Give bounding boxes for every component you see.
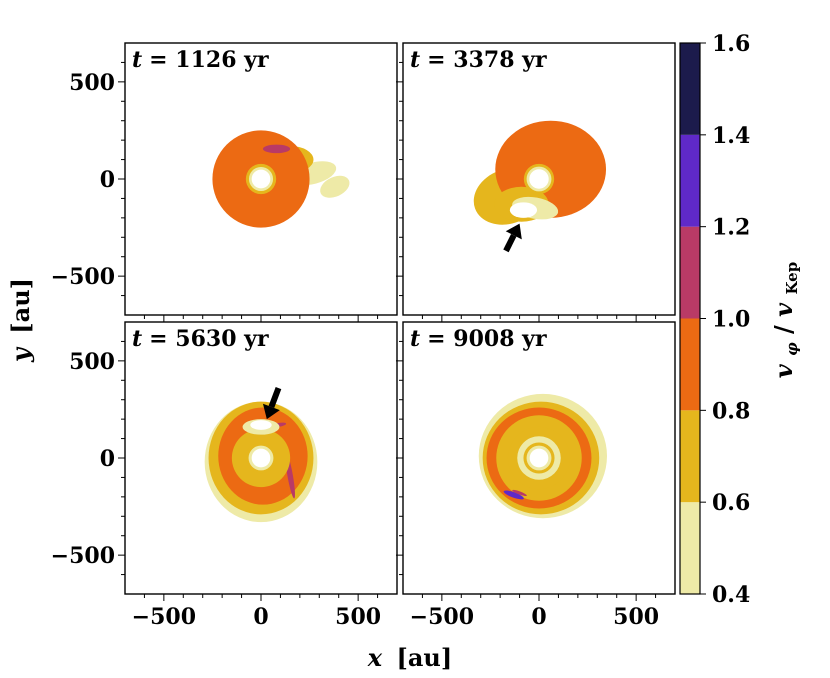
contour-white-4 [509, 202, 538, 218]
x-tick-label: 500 [335, 604, 381, 630]
panel-t3378: t = 3378 yr [396, 42, 676, 322]
panel-t5630: −500 0 500 −500 0 500 t = 5630 yr [51, 321, 398, 630]
contour-layer [473, 120, 607, 225]
colorbar-segment-3 [680, 226, 700, 319]
contour-white-10 [251, 448, 271, 468]
y-axis-label-unit: [au] [6, 278, 35, 334]
y-tick-label: 500 [69, 70, 115, 96]
colorbar-label-slash: / [769, 325, 798, 334]
colorbar-label: v φ / v Kep [769, 262, 803, 378]
time-value: = 9008 yr [427, 326, 547, 352]
x-tick-label: 500 [613, 604, 659, 630]
y-tick-label: −500 [51, 264, 115, 290]
colorbar-label-v2: v [769, 302, 798, 317]
contour-layer [478, 393, 607, 519]
annotation-arrow-shaft [268, 387, 282, 409]
colorbar-segment-2 [680, 318, 700, 411]
x-axis-label-unit: [au] [396, 643, 452, 672]
panel-time-label: t = 5630 yr [132, 326, 269, 352]
y-tick-label: 0 [100, 446, 115, 472]
contour-layer [204, 401, 318, 523]
colorbar-segment-1 [680, 410, 700, 503]
colorbar-tick-label: 1.2 [712, 215, 750, 241]
annotation-arrow-head [505, 223, 522, 240]
time-value: = 1126 yr [149, 47, 269, 73]
time-var: t [132, 326, 142, 352]
contour-1.0-1.2-7 [512, 489, 527, 497]
colorbar-tick-label: 1.0 [712, 307, 750, 333]
colorbar: 0.4 0.6 0.8 1.0 1.2 1.4 1.6 [679, 31, 750, 608]
y-axis-label: y [au] [6, 278, 35, 363]
colorbar-tick-label: 1.6 [712, 31, 750, 57]
panel-time-label: t = 1126 yr [132, 47, 269, 73]
y-tick-label: −500 [51, 543, 115, 569]
contour-white-10 [529, 448, 549, 468]
x-tick-label: −500 [410, 604, 474, 630]
time-value: = 5630 yr [149, 326, 269, 352]
time-var: t [132, 47, 142, 73]
annotation-arrow-head [262, 403, 280, 420]
x-tick-label: 0 [531, 604, 546, 630]
colorbar-segment-0 [680, 502, 700, 594]
time-var: t [410, 326, 420, 352]
panel-t1126: −500 0 500 t = 1126 yr [51, 42, 398, 322]
contour-white-7 [529, 169, 549, 189]
colorbar-label-sub-kep: Kep [783, 262, 801, 295]
x-axis-label: x [au] [367, 643, 452, 672]
y-tick-label: 500 [69, 349, 115, 375]
colorbar-tick-label: 0.4 [712, 582, 750, 608]
panel-t9008: −500 0 500 t = 9008 yr [396, 321, 676, 630]
time-value: = 3378 yr [427, 47, 547, 73]
colorbar-label-v: v [769, 363, 798, 378]
contour-white-7 [251, 169, 271, 189]
colorbar-tick-label: 1.4 [712, 123, 750, 149]
y-tick-label: 0 [100, 167, 115, 193]
contour-layer [212, 130, 350, 228]
contour-white-7 [250, 420, 272, 430]
contour-0.4-0.6-0 [320, 175, 350, 198]
panel-time-label: t = 9008 yr [410, 326, 547, 352]
x-tick-label: 0 [253, 604, 268, 630]
colorbar-label-sub-phi: φ [783, 342, 801, 356]
x-tick-label: −500 [132, 604, 196, 630]
x-axis-label-var: x [367, 643, 383, 672]
annotation-arrow-shaft [503, 233, 517, 253]
y-axis-label-var: y [6, 346, 35, 363]
panel-time-label: t = 3378 yr [410, 47, 547, 73]
contour-1.2-1.4-6 [503, 490, 524, 500]
colorbar-segment-5 [680, 43, 700, 135]
colorbar-tick-label: 0.6 [712, 490, 750, 516]
time-var: t [410, 47, 420, 73]
colorbar-tick-label: 0.8 [712, 398, 750, 424]
colorbar-segment-4 [680, 134, 700, 227]
contour-1.0-1.2-4 [262, 144, 291, 154]
